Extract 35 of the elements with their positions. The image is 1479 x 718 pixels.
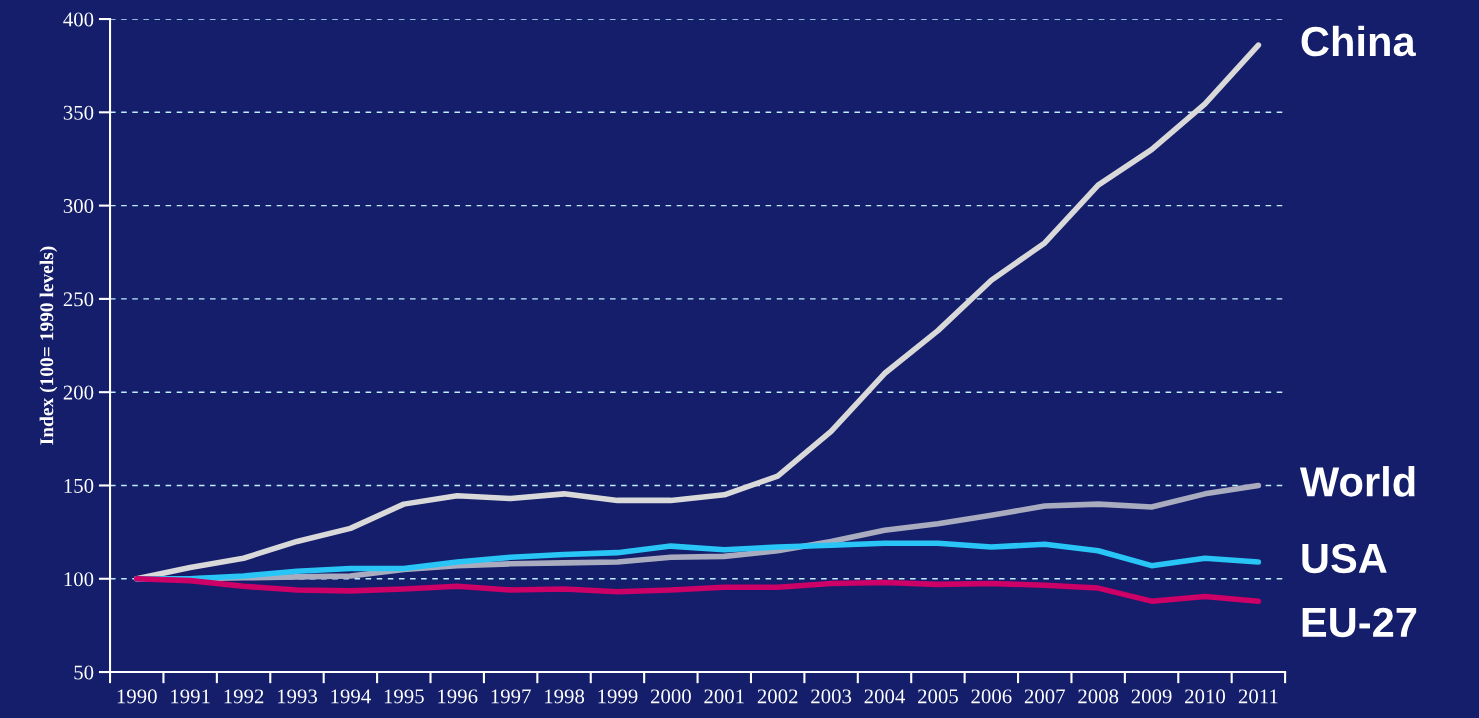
series-label: China <box>1301 25 1416 57</box>
series-label: World <box>1299 466 1415 497</box>
y-tick-label: 400 <box>63 12 94 27</box>
x-tick-label: 2002 <box>757 689 798 704</box>
x-tick-label: 1992 <box>224 689 264 704</box>
y-tick-label: 200 <box>63 385 94 400</box>
x-tick-label: 1997 <box>491 689 531 704</box>
x-tick-label: 1996 <box>438 689 478 704</box>
x-tick-label: 1994 <box>331 689 371 704</box>
x-tick-label: 1999 <box>598 689 638 704</box>
series-label: EU-27 <box>1302 607 1417 638</box>
x-tick-label: 2001 <box>704 689 744 704</box>
x-tick-label: 1990 <box>117 689 157 704</box>
x-tick-label: 2005 <box>918 689 958 704</box>
y-tick-label: 250 <box>63 292 94 307</box>
x-tick-label: 2011 <box>1238 689 1278 704</box>
y-tick-label: 150 <box>64 478 94 493</box>
x-tick-label: 2004 <box>864 689 906 704</box>
x-tick-label: 2003 <box>811 689 852 704</box>
y-tick-label: 100 <box>64 572 94 587</box>
y-axis-title: Index (100= 1990 levels) <box>39 246 58 445</box>
x-tick-label: 2000 <box>650 689 691 704</box>
y-tick-label: 300 <box>63 198 94 214</box>
x-tick-label: 1998 <box>545 689 585 704</box>
x-tick-label: 2006 <box>971 689 1012 704</box>
x-tick-label: 2010 <box>1185 689 1226 704</box>
x-tick-label: 1991 <box>171 689 210 704</box>
x-tick-label: 2009 <box>1131 689 1172 704</box>
x-tick-label: 2007 <box>1024 689 1065 704</box>
x-tick-label: 1993 <box>277 689 317 704</box>
x-tick-label: 1995 <box>384 689 424 704</box>
x-tick-label: 2008 <box>1078 689 1119 704</box>
y-tick-label: 50 <box>74 665 94 680</box>
y-tick-label: 350 <box>63 105 94 120</box>
series-label: USA <box>1302 543 1387 574</box>
